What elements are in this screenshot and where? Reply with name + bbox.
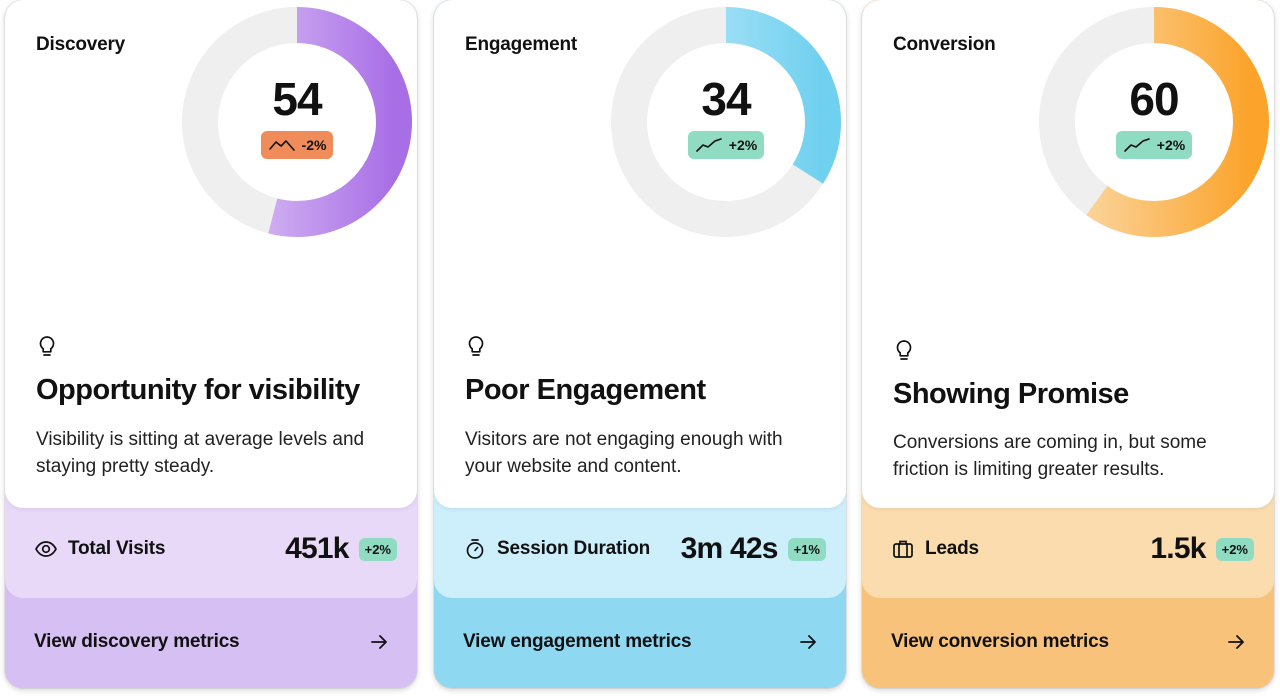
conversion-card: Conversion 60 +2% Showing Promise Conver… bbox=[862, 0, 1274, 688]
metric-row: Leads 1.5k +2% bbox=[891, 528, 1254, 570]
metric-value: 3m 42s bbox=[680, 532, 779, 565]
ring-progress bbox=[611, 7, 841, 237]
insight-description: Conversions are coming in, but some fric… bbox=[893, 432, 1207, 480]
score-ring bbox=[611, 7, 841, 237]
discovery-card: Discovery 54 -2% Opportunity for visibil… bbox=[5, 0, 417, 688]
metric-label: Session Duration bbox=[497, 538, 651, 559]
cta-label: View engagement metrics bbox=[463, 631, 692, 652]
score-ring bbox=[1039, 7, 1269, 237]
card-title: Engagement bbox=[465, 34, 578, 55]
metric-label: Total Visits bbox=[68, 538, 166, 559]
trend-up-icon bbox=[695, 138, 722, 152]
view-discovery-metrics-link[interactable]: View discovery metrics bbox=[34, 620, 389, 664]
lightbulb-icon bbox=[896, 340, 912, 360]
engagement-card: Engagement 34 +2% Poor Engagement Visito… bbox=[434, 0, 846, 688]
insight-description: Visibility is sitting at average levels … bbox=[36, 429, 365, 477]
cta-label: View discovery metrics bbox=[34, 631, 240, 652]
metric-delta-badge: +1% bbox=[787, 537, 826, 561]
metric-delta-badge: +2% bbox=[1215, 537, 1254, 561]
trend-value: +2% bbox=[1156, 137, 1186, 153]
insight-headline: Opportunity for visibility bbox=[36, 374, 360, 406]
view-engagement-metrics-link[interactable]: View engagement metrics bbox=[463, 620, 818, 664]
score-value: 34 bbox=[701, 73, 751, 125]
trend-up-icon bbox=[1123, 138, 1150, 152]
metric-delta-badge: +2% bbox=[358, 537, 397, 561]
metric-value: 451k bbox=[285, 532, 349, 565]
insight-headline: Showing Promise bbox=[893, 378, 1129, 410]
score-value: 60 bbox=[1129, 73, 1179, 125]
card-title: Conversion bbox=[893, 34, 996, 55]
view-conversion-metrics-link[interactable]: View conversion metrics bbox=[891, 620, 1246, 664]
card-summary: Discovery 54 -2% Opportunity for visibil… bbox=[5, 0, 417, 508]
metric-label: Leads bbox=[925, 538, 979, 559]
briefcase-icon bbox=[893, 540, 913, 558]
card-summary: Engagement 34 +2% Poor Engagement Visito… bbox=[434, 0, 846, 508]
trend-value: +2% bbox=[728, 137, 758, 153]
arrow-right-icon bbox=[371, 635, 387, 649]
trend-down-icon bbox=[268, 140, 295, 151]
stopwatch-icon bbox=[466, 539, 484, 559]
trend-badge: +2% bbox=[688, 131, 764, 159]
card-summary: Conversion 60 +2% Showing Promise Conver… bbox=[862, 0, 1274, 508]
score-value: 54 bbox=[272, 73, 322, 125]
lightbulb-icon bbox=[468, 336, 484, 356]
trend-badge: +2% bbox=[1116, 131, 1192, 159]
trend-value: -2% bbox=[301, 137, 327, 153]
insight-description: Visitors are not engaging enough with yo… bbox=[465, 429, 783, 477]
score-ring bbox=[182, 7, 412, 237]
metric-row: Session Duration 3m 42s +1% bbox=[463, 528, 826, 570]
trend-badge: -2% bbox=[261, 131, 333, 159]
card-title: Discovery bbox=[36, 34, 126, 55]
insight-headline: Poor Engagement bbox=[465, 374, 706, 406]
arrow-right-icon bbox=[1228, 635, 1244, 649]
lightbulb-icon bbox=[39, 336, 55, 356]
metric-value: 1.5k bbox=[1150, 532, 1206, 565]
ring-progress bbox=[182, 7, 412, 237]
cta-label: View conversion metrics bbox=[891, 631, 1109, 652]
metric-row: Total Visits 451k +2% bbox=[34, 528, 397, 570]
arrow-right-icon bbox=[800, 635, 816, 649]
eye-icon bbox=[35, 541, 57, 557]
ring-progress bbox=[1039, 7, 1269, 237]
